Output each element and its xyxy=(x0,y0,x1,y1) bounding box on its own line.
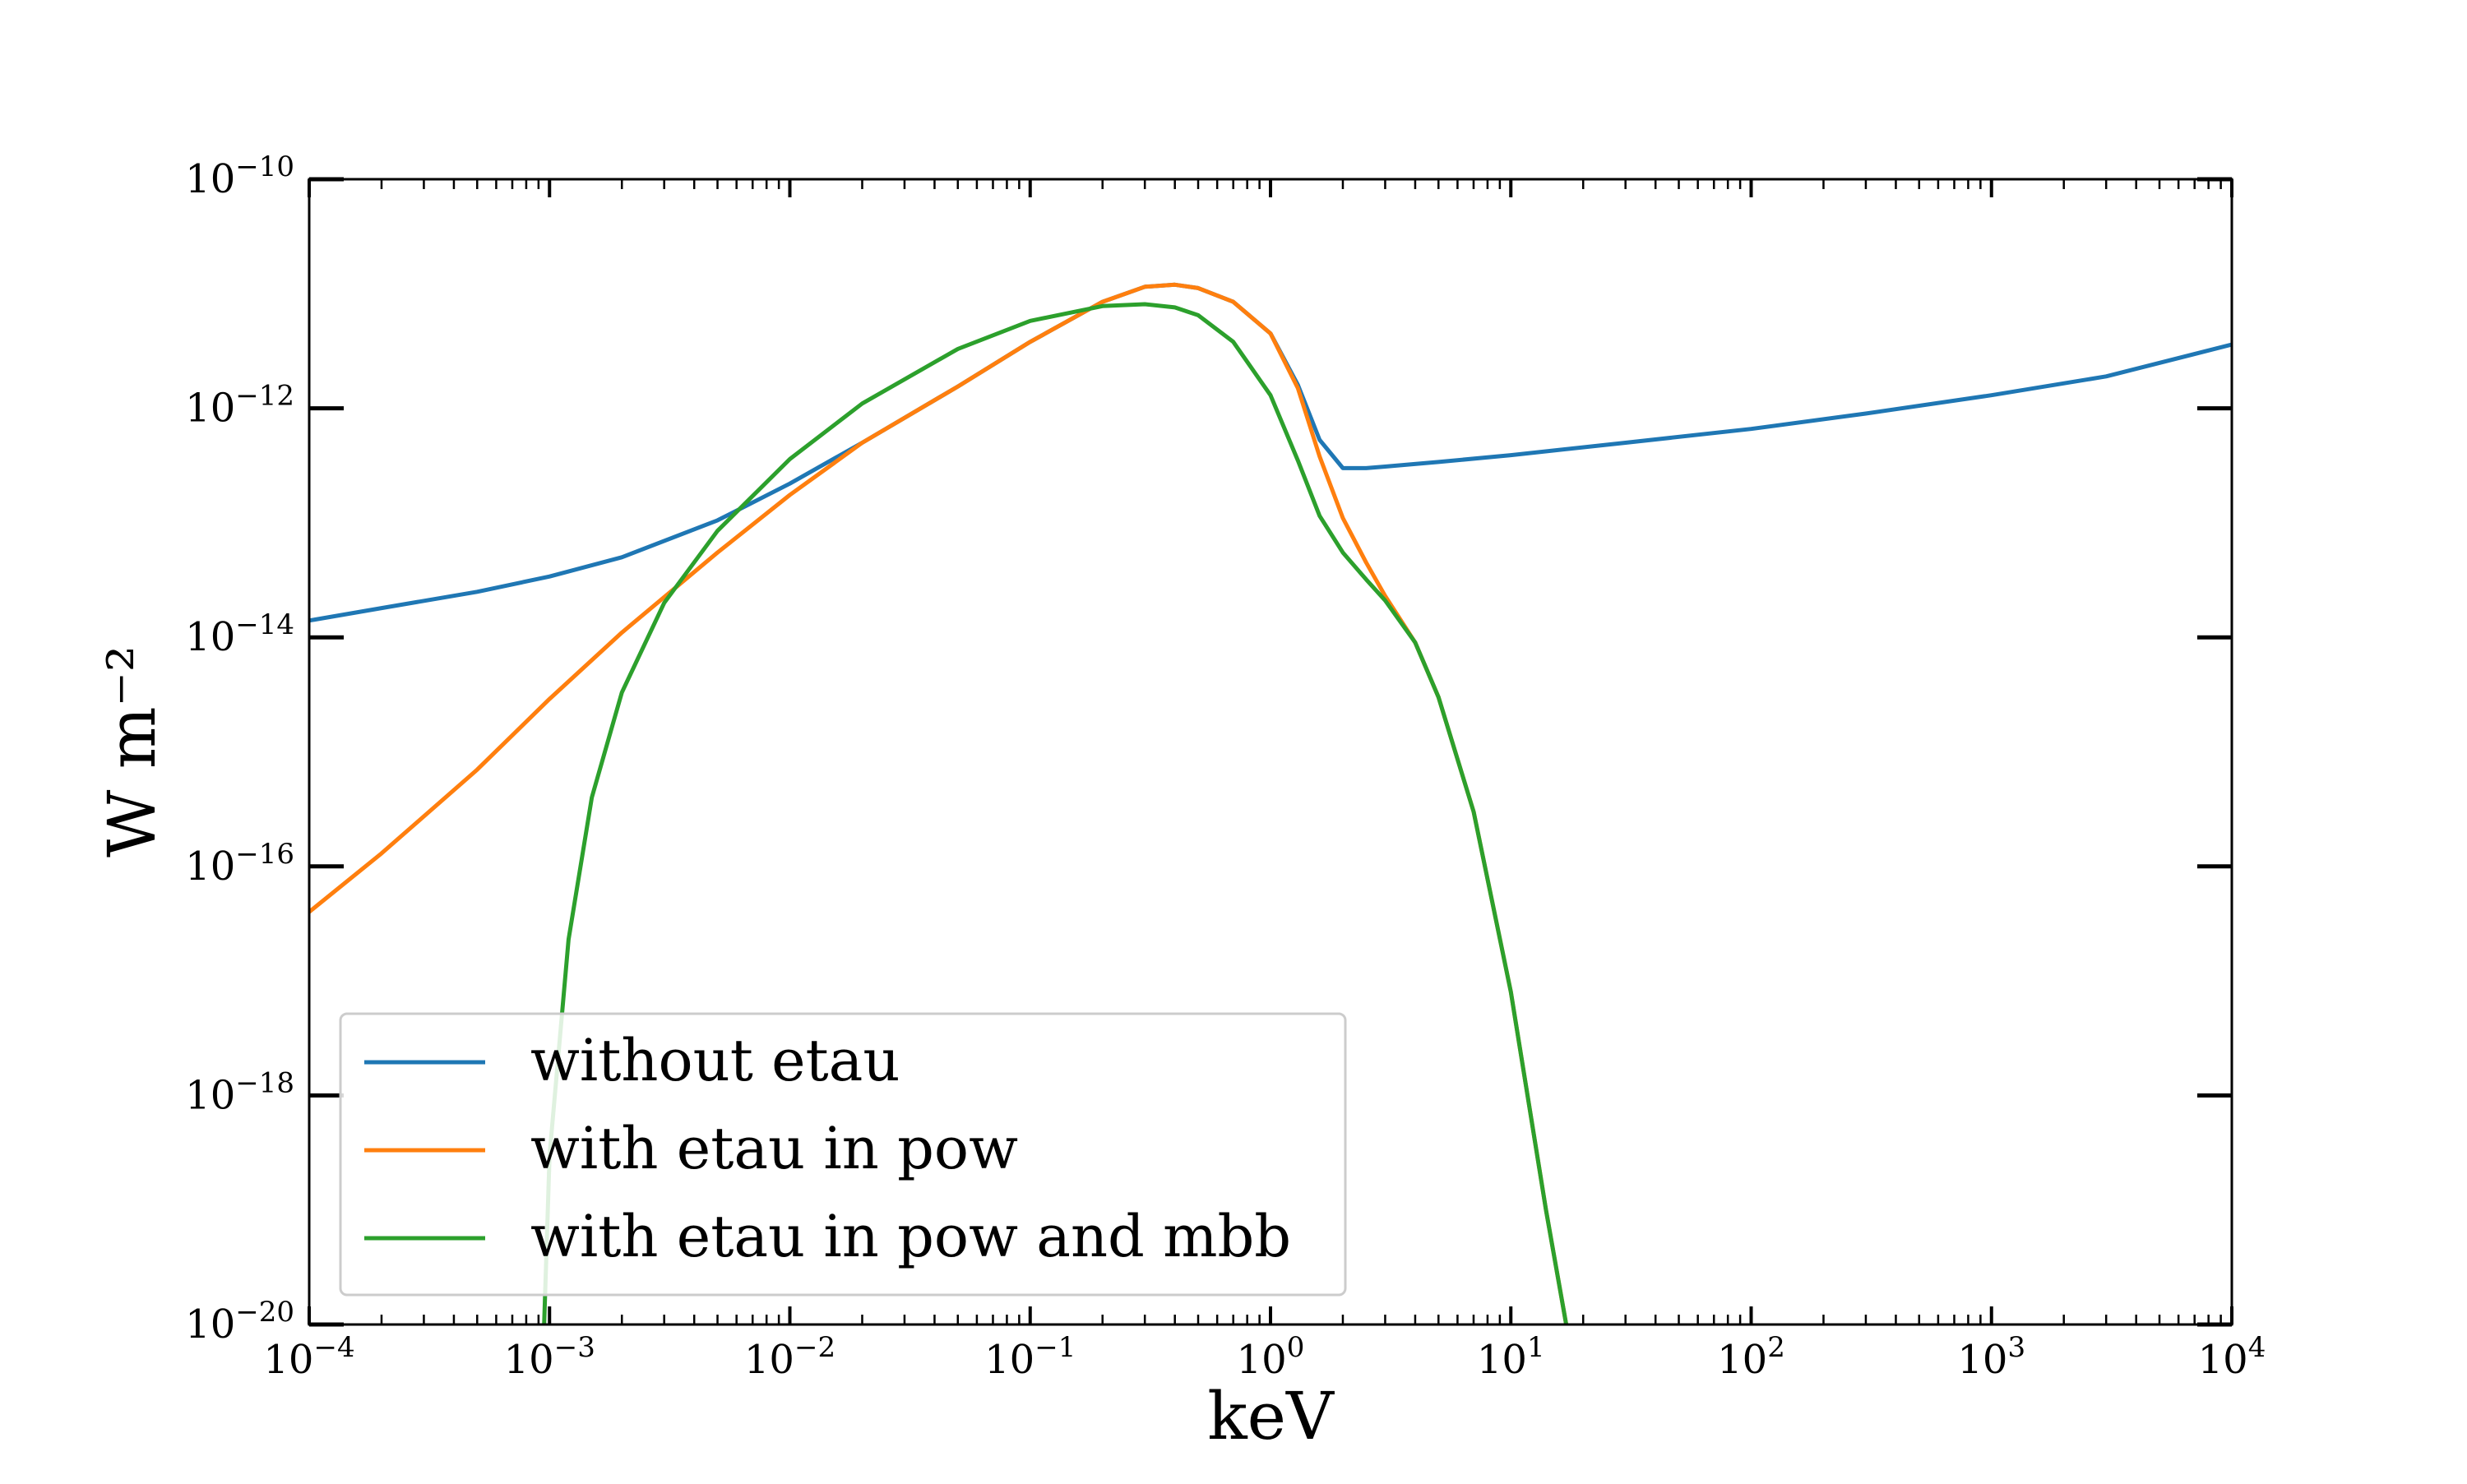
y-axis-label: W m⁻² xyxy=(94,645,170,858)
x-tick-labels: 10−4 10−3 10−2 10−1 100 101 102 103 104 xyxy=(263,1331,2266,1383)
series-line-3 xyxy=(542,302,1569,1325)
x-axis-label: keV xyxy=(1207,1378,1335,1454)
x-tick-label: 10−3 xyxy=(504,1331,595,1383)
y-tick-labels: 10−10 10−12 10−14 10−16 10−18 10−20 xyxy=(185,150,294,1348)
y-tick-label: 10−16 xyxy=(185,838,294,890)
x-tick-label: 101 xyxy=(1477,1331,1545,1383)
x-tick-label: 10−2 xyxy=(744,1331,835,1383)
x-tick-label: 10−4 xyxy=(263,1331,354,1383)
y-tick-label: 10−14 xyxy=(185,608,294,660)
legend-box xyxy=(339,1012,1347,1297)
y-tick-label: 10−12 xyxy=(185,380,294,432)
y-tick-label: 10−20 xyxy=(185,1296,294,1348)
legend-label: without etau xyxy=(530,1027,900,1094)
x-tick-label: 100 xyxy=(1237,1331,1305,1383)
axis-ticks xyxy=(308,177,2233,1327)
y-tick-label: 10−18 xyxy=(185,1066,294,1118)
y-tick-label: 10−10 xyxy=(185,150,294,202)
x-tick-label: 102 xyxy=(1717,1331,1785,1383)
x-tick-label: 104 xyxy=(2198,1331,2266,1383)
series-lines xyxy=(309,282,2232,1325)
legend: without etau with etau in pow with etau in… xyxy=(339,1012,1347,1297)
x-tick-label: 103 xyxy=(1957,1331,2025,1383)
x-tick-label: 10−1 xyxy=(984,1331,1076,1383)
legend-label: with etau in pow and mbb xyxy=(530,1203,1291,1270)
legend-label: with etau in pow xyxy=(530,1115,1018,1182)
